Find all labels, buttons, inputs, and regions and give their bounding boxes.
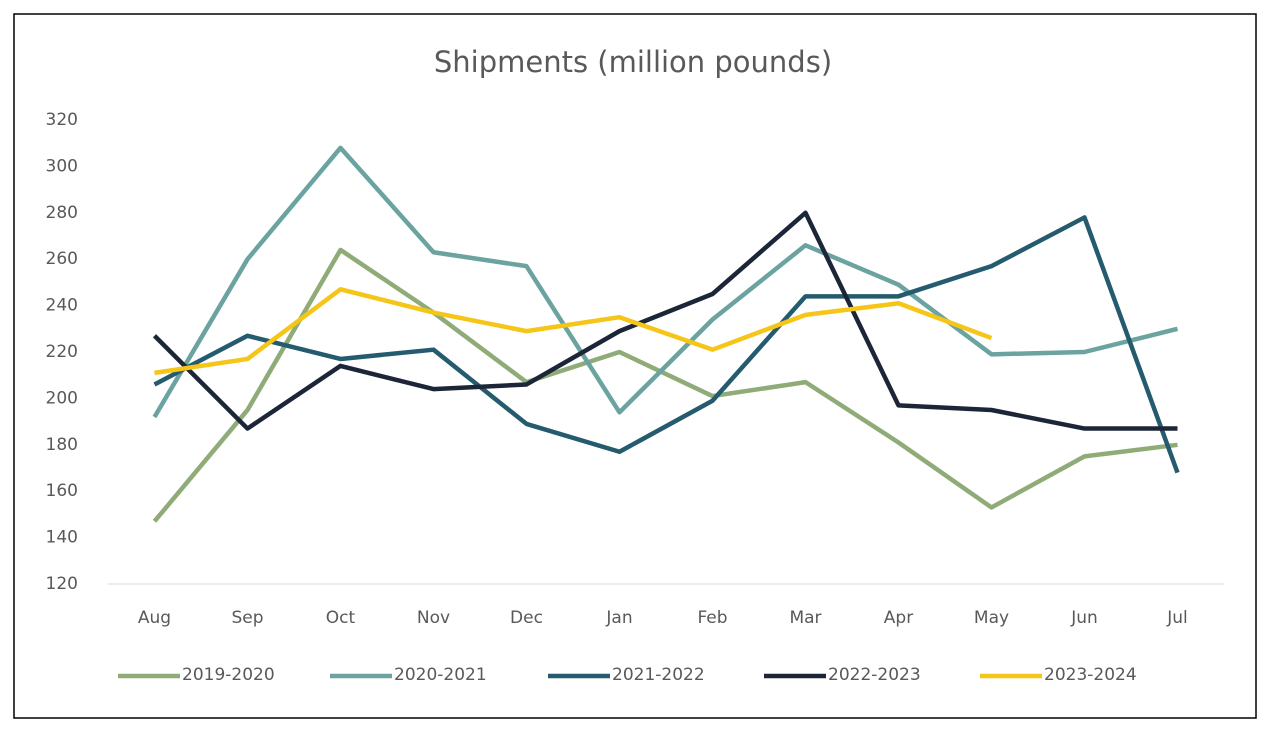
legend-label: 2021-2022 [612, 665, 705, 685]
series-line [153, 215, 1180, 474]
y-tick-label: 220 [46, 342, 78, 362]
chart-border [13, 13, 1257, 719]
y-tick-label: 180 [46, 435, 78, 455]
x-tick-label: Apr [884, 608, 913, 628]
x-tick-label: Dec [510, 608, 543, 628]
x-tick-label: Feb [697, 608, 727, 628]
y-tick-label: 140 [46, 528, 78, 548]
x-tick-label: Oct [326, 608, 356, 628]
y-tick-label: 120 [46, 574, 78, 594]
x-tick-label: Mar [789, 608, 821, 628]
legend-label: 2023-2024 [1044, 665, 1137, 685]
x-tick-label: Jan [605, 608, 632, 628]
y-tick-label: 240 [46, 296, 78, 316]
y-tick-label: 260 [46, 249, 78, 269]
x-tick-label: Jun [1070, 608, 1098, 628]
legend-label: 2022-2023 [828, 665, 921, 685]
legend-label: 2020-2021 [394, 665, 487, 685]
y-tick-label: 300 [46, 156, 78, 176]
legend-label: 2019-2020 [182, 665, 275, 685]
series-line [152, 210, 1178, 431]
series-line [154, 287, 993, 376]
x-tick-label: Nov [417, 608, 450, 628]
x-tick-label: Sep [231, 608, 263, 628]
chart-title: Shipments (million pounds) [434, 45, 832, 79]
y-tick-label: 200 [46, 388, 78, 408]
x-tick-label: Aug [138, 608, 171, 628]
series-line [152, 247, 1178, 523]
y-tick-label: 320 [46, 110, 78, 130]
x-tick-label: Jul [1166, 608, 1188, 628]
series-line [152, 145, 1179, 419]
x-tick-label: May [974, 608, 1009, 628]
y-tick-label: 160 [46, 481, 78, 501]
y-tick-label: 280 [46, 203, 78, 223]
